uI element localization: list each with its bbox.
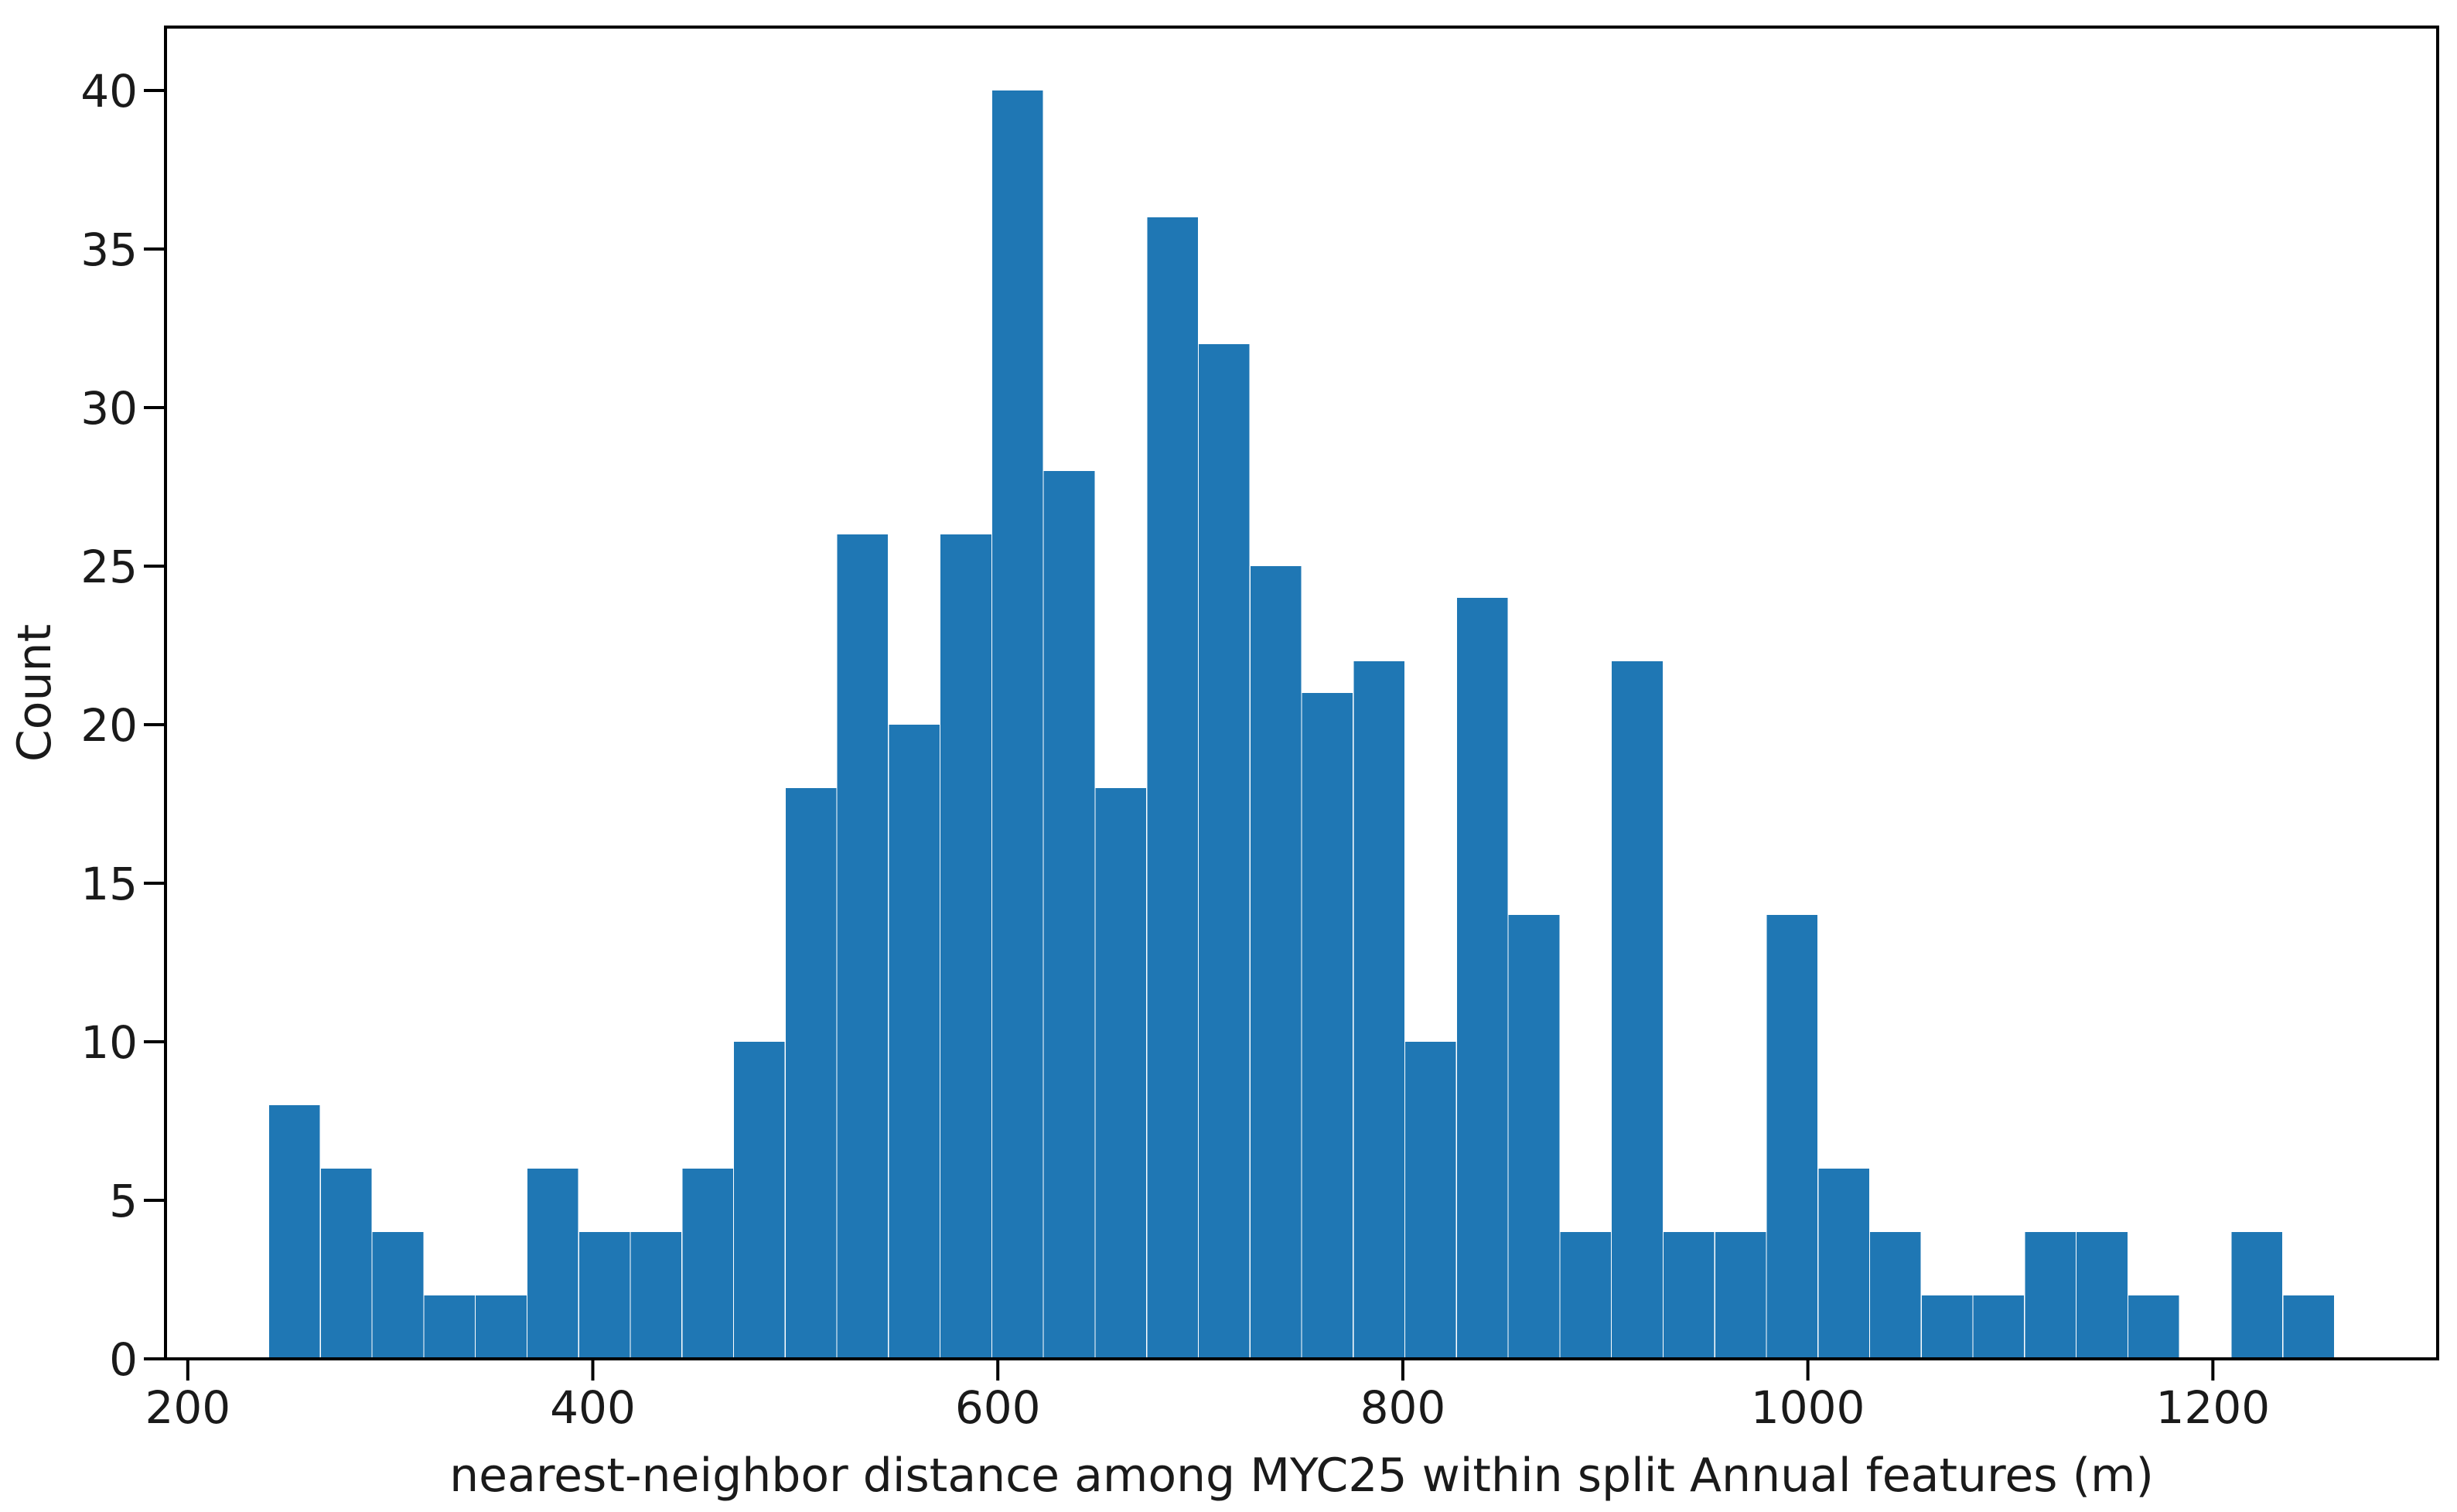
bar-bin-27 [1664,1232,1715,1359]
bar-bin-15 [1043,471,1095,1359]
bar-bin-6 [578,1232,630,1359]
bar-bin-3 [424,1295,476,1359]
bar-bin-12 [889,725,940,1359]
y-axis-label: Count [8,624,62,762]
bar-bin-29 [1766,915,1818,1359]
y-tick-label: 20 [80,699,138,752]
y-tick-label: 10 [80,1016,138,1069]
bar-bin-22 [1405,1042,1456,1359]
bar-bin-16 [1095,788,1147,1359]
bar-bin-14 [992,90,1043,1359]
y-tick-label: 5 [109,1175,138,1227]
bar-bin-19 [1250,566,1302,1359]
bar-bin-17 [1147,217,1198,1359]
plot-area [164,26,2439,1360]
bar-bin-13 [940,534,991,1359]
bar-bin-31 [1870,1232,1921,1359]
x-tick-label: 600 [955,1381,1041,1434]
x-tick-label: 1000 [1751,1381,1865,1434]
x-axis-label: nearest-neighbor distance among MYC25 wi… [449,1449,2154,1503]
bar-bin-0 [269,1105,320,1359]
bar-bin-25 [1560,1232,1612,1359]
x-tick-label: 200 [145,1381,230,1434]
bar-bin-20 [1302,693,1353,1359]
bar-bin-21 [1353,661,1404,1359]
y-tick-label: 40 [80,65,138,118]
y-tick-label: 15 [80,858,138,910]
bar-bin-32 [1921,1295,1973,1359]
y-tick-label: 35 [80,224,138,276]
bar-bin-34 [2025,1232,2076,1359]
bar-bin-7 [630,1232,682,1359]
bar-bin-39 [2283,1295,2334,1359]
bar-bin-23 [1456,598,1508,1359]
bar-bin-9 [734,1042,785,1359]
y-tick-label: 0 [109,1333,138,1386]
bar-bin-8 [682,1169,733,1359]
bars-group [269,90,2334,1359]
y-tick-label: 30 [80,382,138,435]
bar-bin-36 [2128,1295,2179,1359]
bar-bin-10 [785,788,837,1359]
bar-bin-30 [1818,1169,1869,1359]
bar-bin-38 [2231,1232,2283,1359]
y-tick-label: 25 [80,541,138,593]
bar-bin-11 [837,534,889,1359]
x-axis-ticks: 200 400 600 800 1000 1200 [145,1359,2270,1434]
bar-bin-5 [527,1169,578,1359]
bar-bin-33 [1973,1295,2025,1359]
y-axis-ticks: 0 5 10 15 20 25 30 35 40 [80,65,166,1386]
bar-bin-28 [1715,1232,1766,1359]
bar-bin-24 [1508,915,1560,1359]
x-tick-label: 1200 [2156,1381,2271,1434]
bar-bin-26 [1612,661,1663,1359]
x-tick-label: 400 [550,1381,636,1434]
x-tick-label: 800 [1360,1381,1446,1434]
bar-bin-18 [1199,344,1250,1359]
bar-bin-4 [476,1295,527,1359]
bar-bin-35 [2077,1232,2128,1359]
bar-bin-1 [320,1169,372,1359]
bar-bin-2 [372,1232,424,1359]
